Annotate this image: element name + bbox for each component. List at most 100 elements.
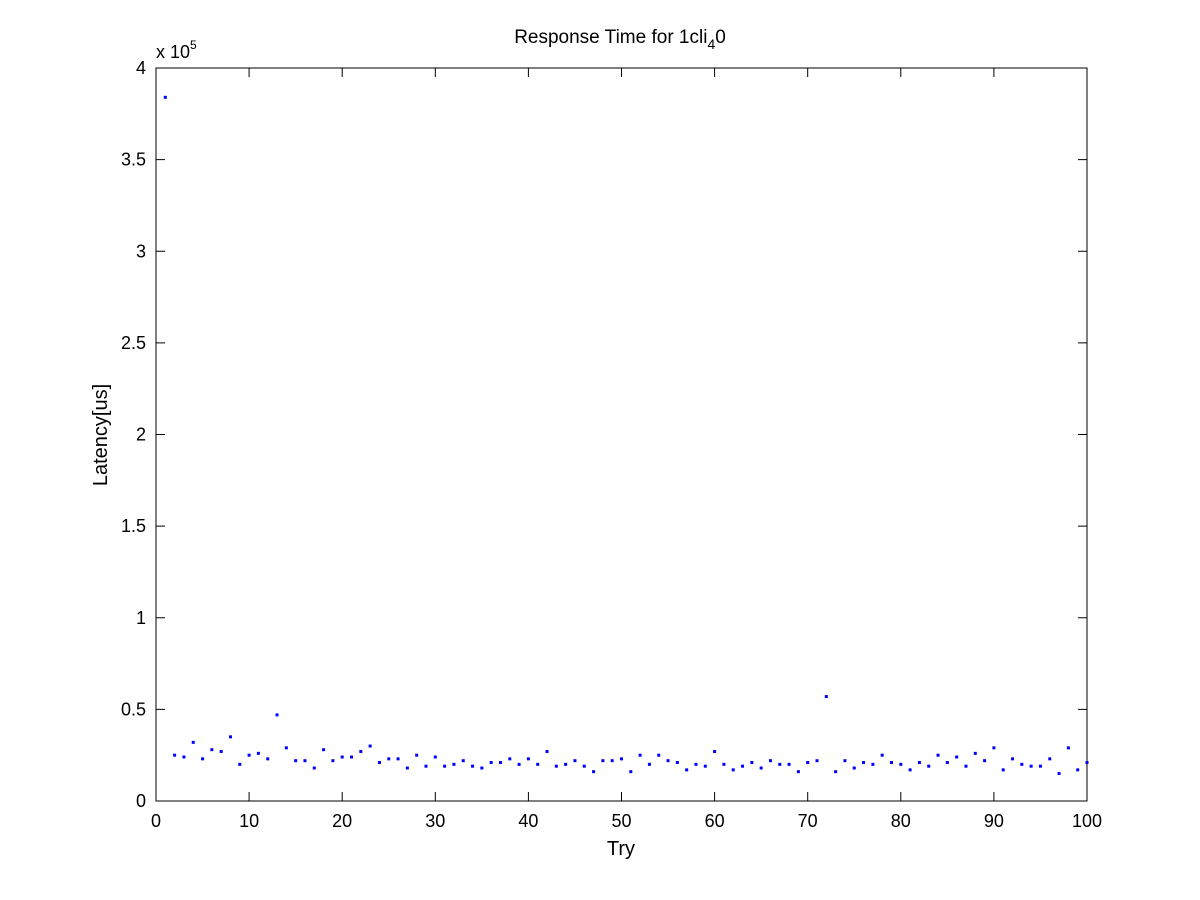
data-point bbox=[210, 748, 214, 752]
x-tick-label: 70 bbox=[798, 811, 818, 831]
chart-title-prefix: Response Time for 1cli bbox=[514, 27, 707, 48]
data-point bbox=[201, 757, 205, 761]
data-point bbox=[1066, 746, 1070, 750]
data-point bbox=[796, 770, 800, 774]
data-point bbox=[266, 757, 270, 761]
data-point bbox=[526, 757, 530, 761]
data-point bbox=[312, 766, 316, 770]
data-point bbox=[452, 762, 456, 766]
data-point bbox=[806, 761, 810, 765]
data-point bbox=[713, 750, 717, 754]
data-point bbox=[415, 753, 419, 757]
x-tick-label: 0 bbox=[151, 811, 161, 831]
data-point bbox=[759, 766, 763, 770]
x-tick-label: 50 bbox=[611, 811, 631, 831]
data-point bbox=[992, 746, 996, 750]
data-point bbox=[703, 764, 707, 768]
data-point bbox=[1020, 762, 1024, 766]
data-point bbox=[1038, 764, 1042, 768]
data-point bbox=[908, 768, 912, 772]
data-point bbox=[564, 762, 568, 766]
data-point bbox=[294, 759, 298, 763]
data-point bbox=[433, 755, 437, 759]
data-point bbox=[368, 744, 372, 748]
data-point bbox=[489, 761, 493, 765]
data-point bbox=[461, 759, 465, 763]
data-point bbox=[405, 766, 409, 770]
x-tick-label: 20 bbox=[332, 811, 352, 831]
data-point bbox=[620, 757, 623, 761]
y-tick-label: 3 bbox=[136, 241, 146, 261]
data-point bbox=[517, 762, 521, 766]
data-point bbox=[880, 753, 884, 757]
data-point bbox=[387, 757, 391, 761]
data-point bbox=[647, 762, 651, 766]
data-point bbox=[536, 762, 540, 766]
data-point bbox=[964, 764, 968, 768]
data-point bbox=[843, 759, 847, 763]
y-tick-label: 0 bbox=[136, 791, 146, 811]
data-point bbox=[471, 764, 475, 768]
data-point bbox=[592, 770, 596, 774]
data-point bbox=[685, 768, 689, 772]
data-point bbox=[1076, 768, 1080, 772]
data-point bbox=[945, 761, 949, 765]
data-point bbox=[498, 761, 502, 765]
data-point bbox=[173, 753, 177, 757]
data-point bbox=[750, 761, 754, 765]
y-tick-labels: 0 0.5 1 1.5 2 2.5 3 3.5 4 bbox=[121, 58, 146, 811]
x-tick-label: 10 bbox=[239, 811, 259, 831]
data-point bbox=[955, 755, 959, 759]
data-point bbox=[508, 757, 512, 761]
data-point bbox=[340, 755, 344, 759]
plot-area bbox=[155, 67, 1088, 802]
data-point bbox=[778, 762, 782, 766]
data-point bbox=[1048, 757, 1052, 761]
data-point bbox=[573, 759, 577, 763]
chart-title-suffix: 0 bbox=[715, 27, 726, 48]
data-point bbox=[601, 759, 605, 763]
data-point bbox=[582, 764, 586, 768]
y-tick-label: 0.5 bbox=[121, 699, 146, 719]
data-point bbox=[815, 759, 819, 763]
data-point bbox=[629, 770, 633, 774]
data-point bbox=[638, 753, 642, 757]
x-tick-label: 60 bbox=[705, 811, 725, 831]
data-point bbox=[1057, 772, 1061, 776]
data-point bbox=[852, 766, 856, 770]
x-tick-label: 30 bbox=[425, 811, 445, 831]
y-exponent-power: 5 bbox=[190, 38, 197, 52]
data-point bbox=[331, 759, 335, 763]
data-point bbox=[824, 695, 828, 699]
data-point bbox=[1085, 761, 1089, 765]
data-point bbox=[396, 757, 400, 761]
data-point bbox=[610, 759, 614, 763]
data-point bbox=[657, 753, 661, 757]
data-point bbox=[247, 753, 251, 757]
data-point bbox=[1011, 757, 1015, 761]
data-point bbox=[377, 761, 381, 765]
data-point bbox=[256, 751, 260, 755]
data-point bbox=[666, 759, 670, 763]
data-point bbox=[322, 748, 326, 752]
data-point bbox=[973, 751, 977, 755]
data-point bbox=[359, 750, 363, 754]
y-exponent-base: x 10 bbox=[156, 42, 190, 62]
data-point bbox=[722, 762, 726, 766]
data-point bbox=[731, 768, 735, 772]
x-tick-label: 40 bbox=[518, 811, 538, 831]
data-point bbox=[889, 761, 893, 765]
chart-title-subscript: 4 bbox=[707, 36, 715, 52]
data-point bbox=[899, 762, 903, 766]
data-point bbox=[787, 762, 791, 766]
data-point bbox=[191, 740, 195, 744]
data-point bbox=[545, 750, 549, 754]
data-points bbox=[163, 95, 1089, 776]
data-point bbox=[834, 770, 838, 774]
data-point bbox=[983, 759, 987, 763]
data-point bbox=[554, 764, 558, 768]
data-point bbox=[927, 764, 931, 768]
y-exponent-label: x 105 bbox=[156, 38, 197, 62]
data-point bbox=[443, 764, 447, 768]
